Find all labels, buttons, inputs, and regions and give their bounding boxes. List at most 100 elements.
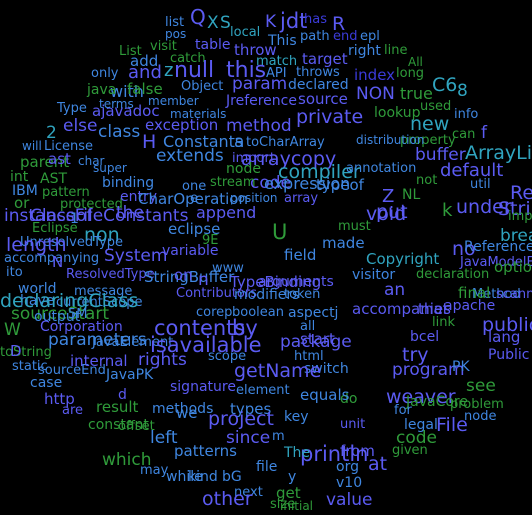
word: binding: [102, 175, 155, 191]
word: made: [322, 234, 365, 252]
word: ast: [48, 150, 71, 168]
word: problem: [450, 397, 504, 412]
word: local: [230, 25, 261, 40]
word: int: [10, 169, 29, 185]
word: ArrayList: [465, 142, 532, 164]
word: IBM: [12, 183, 38, 199]
word: get: [276, 484, 301, 502]
word: throws: [296, 65, 340, 80]
word: do: [340, 391, 358, 407]
word: path: [300, 29, 330, 44]
word: ResolvedType: [66, 267, 155, 282]
word: which: [102, 450, 152, 470]
word: contents: [154, 316, 246, 340]
word: offset: [118, 419, 155, 434]
word: getName: [234, 360, 322, 382]
word: output: [34, 309, 81, 325]
word: implementation: [508, 209, 532, 224]
word: toCharArray: [246, 135, 325, 150]
word: length: [6, 234, 67, 256]
word: sourceStart: [11, 304, 109, 324]
word: currentScope: [56, 295, 143, 310]
word: an: [384, 280, 406, 300]
word: JavaCore: [406, 394, 468, 410]
word: z: [164, 60, 174, 81]
word: Q: [190, 5, 206, 29]
word: compiler: [278, 161, 361, 183]
word: constant: [88, 417, 149, 433]
word: This: [268, 33, 297, 49]
word: CharOperation: [138, 190, 248, 208]
word: unit: [340, 417, 366, 432]
word: program: [392, 360, 465, 380]
word: arraycopy: [241, 148, 337, 170]
word: toString: [0, 345, 52, 360]
word: may: [140, 463, 169, 478]
word: protected: [60, 197, 123, 212]
word: D: [10, 342, 22, 360]
word: Copyright: [366, 250, 440, 268]
word: types: [230, 400, 272, 418]
word: this: [226, 58, 267, 83]
word: new: [410, 113, 450, 135]
word: modifiers: [234, 287, 300, 303]
word: String: [498, 198, 532, 220]
word: www: [212, 261, 244, 276]
word: package: [280, 332, 352, 352]
word: License: [44, 139, 94, 154]
word: System: [104, 246, 168, 266]
word: not: [416, 173, 438, 188]
word: start: [300, 330, 335, 348]
word: key: [284, 409, 309, 425]
word: put: [376, 201, 408, 223]
word: source: [298, 90, 348, 108]
word: table: [195, 37, 231, 53]
word: false: [127, 80, 163, 98]
word: bcel: [410, 329, 440, 345]
word: position: [230, 191, 278, 205]
word: for: [394, 403, 412, 418]
word: try: [402, 344, 429, 366]
word: U: [272, 220, 288, 244]
word: buffer: [415, 145, 466, 165]
word: terms: [99, 97, 134, 111]
word: R: [332, 13, 346, 35]
word: right: [348, 43, 381, 59]
word: pattern: [42, 185, 90, 200]
word: File: [436, 414, 468, 436]
word: JavaModelException: [460, 255, 532, 270]
word: since: [226, 428, 271, 448]
word: distribution: [356, 133, 425, 147]
word: exception: [145, 116, 219, 134]
word: expression: [264, 174, 351, 193]
word: see: [466, 376, 496, 396]
word: lang: [488, 328, 521, 346]
word: lookup: [374, 105, 421, 121]
word: ito: [6, 265, 23, 280]
word: or: [14, 194, 30, 212]
word: StringBuffer: [144, 268, 235, 286]
word: aspectj: [288, 305, 339, 321]
word: and: [128, 62, 162, 83]
word: code: [250, 173, 291, 193]
word: super: [93, 161, 127, 175]
word: List: [119, 44, 142, 59]
word: boolean: [232, 305, 284, 320]
word: visitor: [352, 267, 396, 283]
word: add: [130, 52, 159, 70]
word: accompanies: [352, 300, 451, 318]
word: line: [384, 43, 408, 58]
word: Z: [382, 186, 395, 207]
word: v10: [336, 475, 363, 491]
word: long: [396, 66, 425, 81]
word: token: [284, 287, 321, 302]
word: Object: [181, 79, 224, 94]
word: one: [182, 179, 207, 194]
word: f: [481, 123, 487, 143]
word: util: [470, 177, 491, 192]
word: the: [116, 203, 144, 223]
word: have: [20, 293, 55, 309]
word: 9E: [202, 233, 219, 248]
word: visit: [150, 39, 177, 54]
